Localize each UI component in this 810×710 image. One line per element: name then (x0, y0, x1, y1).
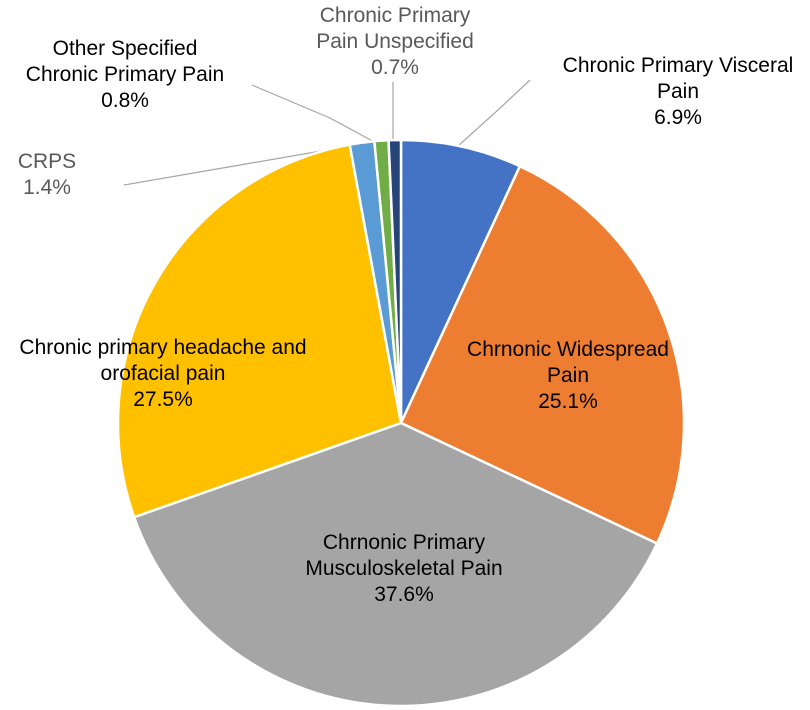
slice-name-line: Pain (657, 80, 699, 103)
slice-value-label: 37.6% (374, 583, 434, 606)
pie-slice-2 (399, 164, 686, 546)
slice-name-line: Chrnonic Widespread (467, 338, 669, 361)
slice-value-label: 27.5% (133, 388, 193, 411)
leader-lines (123, 79, 531, 186)
pie-slice-4 (116, 143, 403, 519)
pie-slice-7 (387, 138, 403, 424)
slice-name-line: Chronic Primary Visceral (563, 54, 794, 77)
slice-name-line: CRPS (18, 150, 76, 173)
slice-value-label: 0.7% (371, 56, 419, 79)
slice-label-6: Other Specified Chronic Primary Pain 0.8% (26, 37, 224, 112)
slice-value-label: 25.1% (538, 390, 598, 413)
pie-slices (116, 138, 686, 708)
slice-value-label: 6.9% (654, 106, 702, 129)
slice-name-line: Chronic Primary (320, 4, 471, 27)
slice-name-line: Chronic Primary Pain (26, 63, 224, 86)
leader-line-1 (457, 79, 531, 147)
slice-value-label: 1.4% (23, 176, 71, 199)
slice-label-1: Chronic Primary Visceral Pain 6.9% (563, 54, 794, 129)
slice-name-line: Chronic primary headache and (19, 336, 306, 359)
slice-name-line: Other Specified (53, 37, 198, 60)
slice-labels: Chronic Primary Visceral Pain 6.9% Chrnonic… (18, 4, 794, 606)
slice-label-3: Chrnonic Primary Musculoskeletal Pain 37.6… (305, 531, 502, 606)
slice-label-5: CRPS 1.4% (18, 150, 76, 199)
pie-slice-1 (399, 138, 522, 424)
pie-slice-3 (132, 421, 659, 708)
slice-label-7: Chronic Primary Pain Unspecified 0.7% (316, 4, 474, 79)
leader-line-5 (123, 145, 351, 186)
slice-name-line: Pain (547, 364, 589, 387)
slice-name-line: Chrnonic Primary (323, 531, 486, 554)
leader-line-6 (251, 84, 379, 145)
slice-name-line: Pain Unspecified (316, 30, 474, 53)
slice-value-label: 0.8% (101, 89, 149, 112)
slice-label-4: Chronic primary headache and orofacial pa… (19, 336, 306, 411)
slice-name-line: orofacial pain (101, 362, 226, 385)
slice-name-line: Musculoskeletal Pain (305, 557, 502, 580)
slice-label-2: Chrnonic Widespread Pain 25.1% (467, 338, 669, 413)
